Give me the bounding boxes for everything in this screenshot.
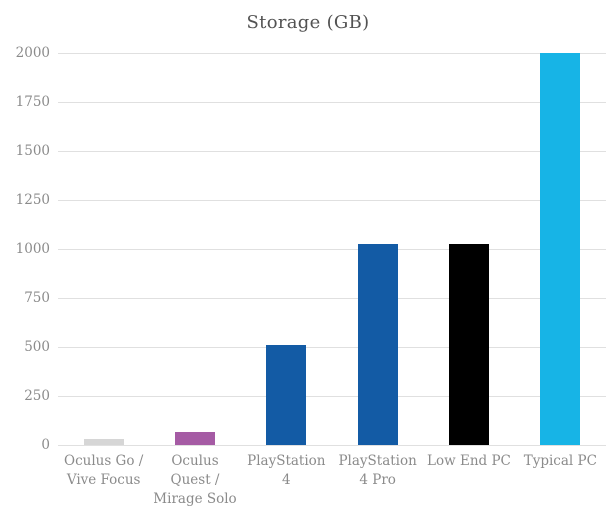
bar-oculus-quest--mirage-solo — [174, 432, 215, 445]
x-category-label-1: Oculus Quest / Mirage Solo — [153, 453, 237, 507]
gridline-1750 — [58, 102, 606, 103]
bar-typical-pc — [540, 53, 581, 445]
bar-slot — [515, 53, 606, 445]
y-tick-label-1500: 1500 — [15, 143, 50, 159]
y-tick-label-2000: 2000 — [15, 45, 50, 61]
y-tick-label-0: 0 — [41, 437, 50, 453]
gridline-250 — [58, 396, 606, 397]
bar-slot — [423, 53, 514, 445]
gridline-500 — [58, 347, 606, 348]
y-axis: 0 250 500 750 1000 1250 1500 1750 2000 — [0, 45, 50, 453]
x-category-label-0: Oculus Go / Vive Focus — [64, 453, 144, 488]
bar-slot — [332, 53, 423, 445]
bar-slot — [149, 53, 240, 445]
bar-low-end-pc — [448, 244, 489, 445]
bar-slot — [58, 53, 149, 445]
bar-slot — [241, 53, 332, 445]
gridline-750 — [58, 298, 606, 299]
plot-area — [58, 53, 606, 446]
y-tick-label-500: 500 — [24, 339, 50, 355]
bar-playstation-4 — [266, 344, 307, 445]
y-tick-label-1250: 1250 — [15, 192, 50, 208]
y-tick-label-250: 250 — [24, 388, 50, 404]
x-category-label-5: Typical PC — [523, 453, 597, 469]
bar-series — [58, 53, 606, 445]
y-tick-label-1750: 1750 — [15, 94, 50, 110]
bar-playstation-4-pro — [357, 244, 398, 445]
chart-title: Storage (GB) — [246, 12, 370, 33]
gridline-0 — [58, 445, 606, 446]
gridline-2000 — [58, 53, 606, 54]
gridline-1250 — [58, 200, 606, 201]
gridline-1500 — [58, 151, 606, 152]
x-category-label-2: PlayStation 4 — [247, 453, 326, 488]
x-axis: Oculus Go / Vive Focus Oculus Quest / Mir… — [58, 452, 606, 509]
y-tick-label-750: 750 — [24, 290, 50, 306]
gridline-1000 — [58, 249, 606, 250]
y-tick-label-1000: 1000 — [15, 241, 50, 257]
bar-oculus-go--vive-focus — [83, 438, 124, 445]
x-category-label-3: PlayStation 4 Pro — [338, 453, 417, 488]
x-category-label-4: Low End PC — [427, 453, 511, 469]
